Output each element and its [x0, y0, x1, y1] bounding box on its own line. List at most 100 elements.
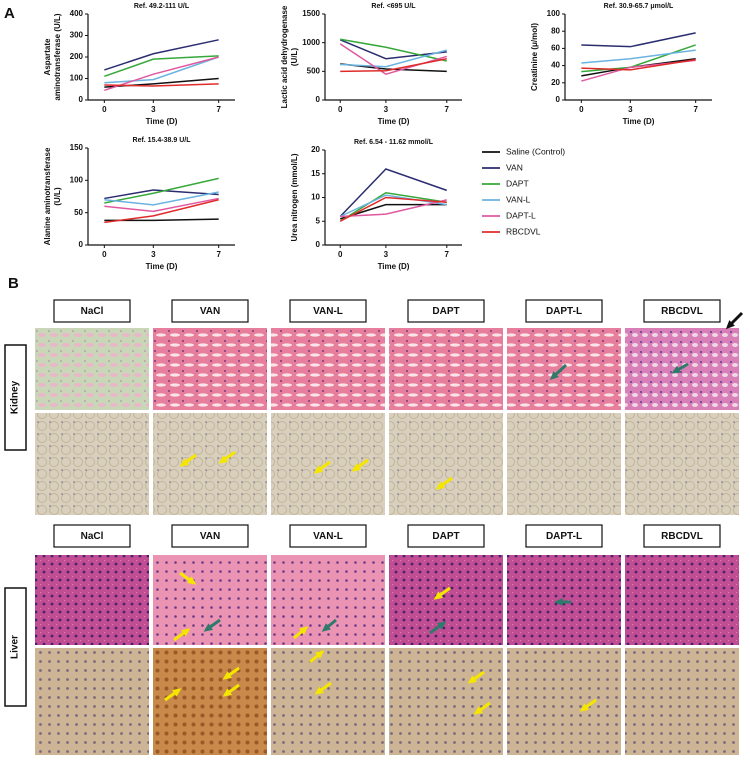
he-image — [153, 555, 267, 645]
arrow-head — [315, 650, 325, 659]
row-label: Kidney — [10, 380, 21, 414]
series-line — [340, 199, 447, 218]
arrow-head — [222, 671, 232, 680]
arrow-head — [218, 455, 228, 464]
arrow-head — [549, 371, 559, 381]
arrow-head — [222, 688, 232, 697]
y-tick-label: 100 — [70, 175, 84, 184]
column-label: NaCl — [81, 306, 104, 317]
x-tick-label: 7 — [445, 250, 450, 259]
he-image — [389, 555, 503, 645]
he-image — [389, 328, 503, 410]
chart-title: Ref. 15.4-38.9 U/L — [133, 137, 192, 144]
x-axis-label: Time (D) — [378, 262, 410, 271]
x-tick-label: 0 — [338, 105, 343, 114]
y-tick-label: 1500 — [302, 9, 320, 18]
arrow-head — [321, 623, 331, 632]
y-axis-label: (U/L) — [53, 187, 62, 206]
x-tick-label: 7 — [216, 105, 221, 114]
he-image — [35, 555, 149, 645]
column-label: RBCDVL — [661, 531, 703, 542]
series-line — [104, 189, 219, 200]
y-tick-label: 80 — [551, 26, 560, 35]
arrow-head — [351, 463, 361, 472]
series-line — [339, 196, 447, 222]
y-tick-label: 100 — [70, 74, 84, 83]
column-label-box — [53, 299, 131, 323]
he-image — [271, 555, 385, 645]
row-label: Liver — [10, 635, 21, 659]
y-tick-label: 60 — [551, 44, 560, 53]
x-tick-label: 3 — [628, 105, 633, 114]
row-label-box — [4, 344, 27, 451]
y-axis-label: Lactic acid dehydrogenase — [280, 5, 289, 108]
column-label-box — [525, 524, 603, 548]
series-line — [104, 199, 219, 224]
he-image — [625, 555, 739, 645]
arrow-head — [473, 706, 483, 715]
series-line — [104, 191, 219, 206]
arrow-head — [725, 320, 735, 330]
y-axis-label: Creatinine (μ/mol) — [530, 23, 539, 91]
series-line — [104, 55, 219, 78]
series-line — [104, 56, 219, 84]
arrow-head — [187, 576, 197, 585]
column-label: DAPT-L — [546, 531, 582, 542]
panel-label: A — [4, 5, 15, 22]
y-tick-label: 15 — [311, 169, 320, 178]
x-axis-label: Time (D) — [146, 117, 178, 126]
legend-label: RBCDVL — [506, 226, 541, 236]
column-label: DAPT — [432, 531, 459, 542]
series-line — [339, 39, 447, 60]
column-label: VAN — [200, 531, 220, 542]
column-label: DAPT — [432, 306, 459, 317]
arrow-head — [314, 686, 324, 695]
y-axis-label: Aspartate — [43, 38, 52, 75]
column-label-box — [643, 524, 721, 548]
legend-label: VAN-L — [506, 194, 531, 204]
y-tick-label: 100 — [547, 9, 561, 18]
ihc-image — [625, 413, 739, 515]
ihc-image — [389, 413, 503, 515]
x-tick-label: 3 — [384, 105, 389, 114]
y-tick-label: 1000 — [302, 38, 320, 47]
column-label-box — [171, 524, 249, 548]
column-label: VAN — [200, 306, 220, 317]
arrow-head — [172, 688, 182, 697]
x-tick-label: 0 — [579, 105, 584, 114]
series-line — [581, 58, 696, 71]
y-tick-label: 20 — [551, 78, 560, 87]
column-label-box — [53, 524, 131, 548]
y-tick-label: 0 — [316, 240, 321, 249]
y-axis-label: Urea nitrogen (mmol/L) — [290, 153, 299, 241]
x-tick-label: 3 — [151, 250, 156, 259]
arrow-head — [179, 458, 189, 467]
ihc-image — [625, 648, 739, 755]
panel-label: B — [8, 275, 19, 292]
y-tick-label: 500 — [307, 66, 321, 75]
x-tick-label: 0 — [338, 250, 343, 259]
ihc-image — [389, 648, 503, 755]
x-axis-label: Time (D) — [623, 117, 655, 126]
column-label-box — [643, 299, 721, 323]
chart-title: Ref. <695 U/L — [371, 3, 416, 10]
y-tick-label: 0 — [79, 95, 84, 104]
x-tick-label: 3 — [384, 250, 389, 259]
series-line — [104, 197, 219, 213]
ihc-image — [507, 648, 621, 755]
chart-title: Ref. 49.2-111 U/L — [134, 3, 190, 10]
he-image — [507, 328, 621, 410]
series-line — [104, 83, 219, 87]
arrow-head — [579, 703, 589, 712]
y-tick-label: 300 — [70, 31, 84, 40]
arrow-head — [181, 628, 191, 637]
x-axis-label: Time (D) — [378, 117, 410, 126]
ihc-image — [271, 648, 385, 755]
x-tick-label: 3 — [151, 105, 156, 114]
series-line — [340, 49, 447, 68]
y-tick-label: 200 — [70, 52, 84, 61]
arrow-head — [671, 365, 681, 374]
y-tick-label: 400 — [70, 9, 84, 18]
chart-title: Ref. 30.9-65.7 μmol/L — [604, 3, 674, 10]
